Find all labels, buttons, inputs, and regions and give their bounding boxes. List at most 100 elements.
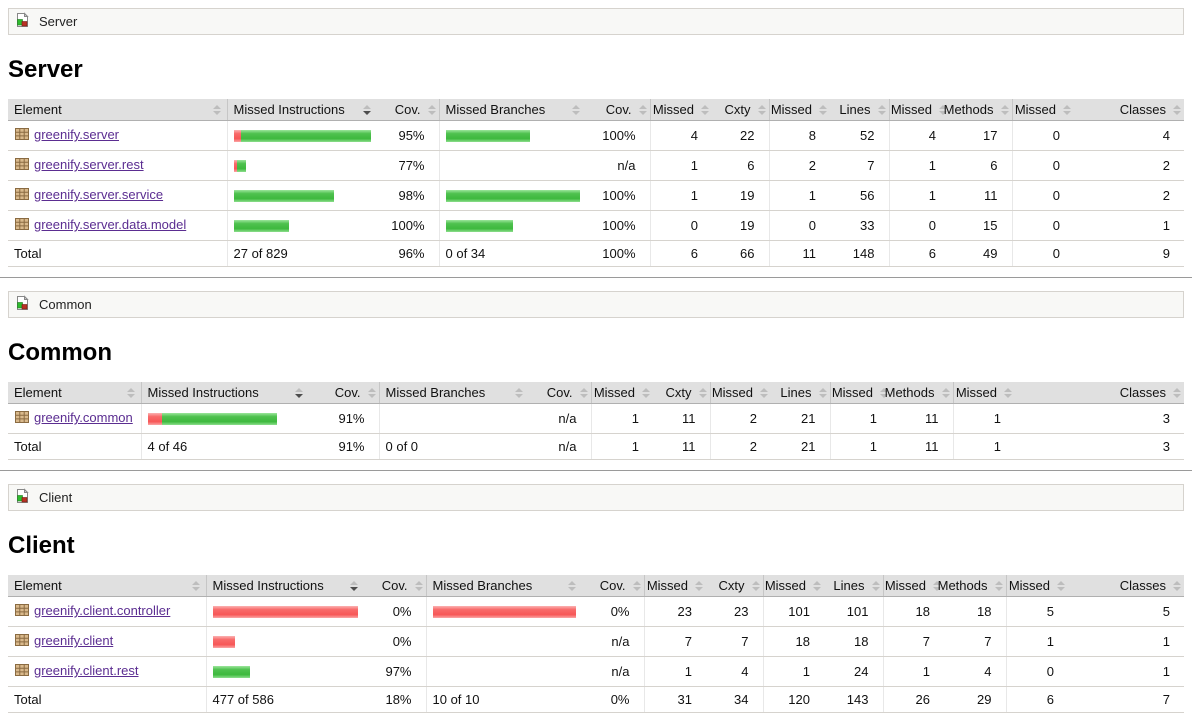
column-label: Missed [764,578,806,593]
counter-value: 7 [882,626,944,657]
counter-value: 18 [824,626,883,657]
element-cell: greenify.server [8,120,227,151]
column-header-missed[interactable]: Missed [643,575,706,597]
column-header-classes[interactable]: Classes [1068,575,1184,597]
branches-coverage: 100% [586,120,650,151]
column-header-missed-branches[interactable]: Missed Branches [425,575,582,597]
sort-arrows-icon [1173,580,1181,591]
total-counter-value: 1 [590,433,653,460]
package-icon [14,632,30,651]
coverage-report: Server Server Element Missed Instructions… [0,8,1192,713]
total-counter-value: 6 [888,240,950,267]
column-header-cov[interactable]: Cov. [377,99,439,121]
branches-bar-cell [425,596,582,627]
column-header-lines[interactable]: Lines [824,575,883,597]
element-cell: greenify.server.service [8,180,227,211]
instructions-bar-cell [226,150,377,181]
column-header-element[interactable]: Element [8,382,141,404]
column-header-classes[interactable]: Classes [1074,99,1184,121]
counter-value: 1 [888,180,950,211]
column-header-cov[interactable]: Cov. [529,382,591,404]
coverage-section: Client Client Element Missed Instructions… [8,484,1184,713]
branches-coverage: 100% [586,210,650,241]
missed-bar-segment [432,605,576,618]
column-header-classes[interactable]: Classes [1015,382,1184,404]
total-counter-value: 0 [1011,240,1074,267]
sort-arrows-icon [295,387,303,398]
package-link[interactable]: greenify.server [34,127,120,142]
package-link[interactable]: greenify.client.controller [34,603,171,618]
package-link[interactable]: greenify.server.service [34,187,164,202]
column-header-missed-instructions[interactable]: Missed Instructions [205,575,364,597]
package-link[interactable]: greenify.common [34,410,133,425]
column-label: Classes [1119,578,1166,593]
column-header-missed-instructions[interactable]: Missed Instructions [140,382,309,404]
counter-value: 19 [712,210,769,241]
total-counter-value: 9 [1074,240,1184,267]
package-link[interactable]: greenify.client [34,633,114,648]
counter-value: 1 [829,403,891,434]
total-counter-value: 7 [1068,686,1184,713]
branches-bar-cell [425,626,582,657]
column-header-missed[interactable]: Missed [1005,575,1068,597]
total-row: Total 477 of 586 18% 10 of 10 0% 31 34 120 143 26… [8,686,1184,713]
column-header-cov[interactable]: Cov. [586,99,650,121]
sort-arrows-icon [350,580,358,591]
column-header-methods[interactable]: Methods [944,99,1012,121]
column-header-missed-branches[interactable]: Missed Branches [378,382,529,404]
breadcrumb: Server [8,8,1184,35]
counter-value: 0 [768,210,830,241]
column-header-element[interactable]: Element [8,99,227,121]
package-link[interactable]: greenify.client.rest [34,663,139,678]
column-header-cov[interactable]: Cov. [364,575,426,597]
column-header-missed[interactable]: Missed [888,99,950,121]
column-label: Cov. [381,578,408,593]
column-header-missed[interactable]: Missed [952,382,1015,404]
branches-coverage: n/a [586,150,650,181]
column-header-methods[interactable]: Methods [938,575,1006,597]
column-label: Cxty [665,385,692,400]
column-header-missed[interactable]: Missed [649,99,712,121]
total-row: Total 4 of 46 91% 0 of 0 n/a 1 11 2 21 1 11 1 3 [8,433,1184,460]
column-header-missed[interactable]: Missed [882,575,944,597]
missed-bar-segment [233,159,237,172]
missed-bar-segment [147,412,162,425]
package-link[interactable]: greenify.server.rest [34,157,144,172]
column-header-missed-instructions[interactable]: Missed Instructions [226,99,377,121]
column-header-cov[interactable]: Cov. [582,575,644,597]
column-header-missed[interactable]: Missed [1011,99,1074,121]
total-counter-value: 1 [952,433,1015,460]
column-header-lines[interactable]: Lines [830,99,889,121]
counter-value: 1 [649,150,712,181]
column-header-missed[interactable]: Missed [768,99,830,121]
report-group-icon [14,12,30,31]
sort-arrows-icon [414,580,423,591]
package-icon [14,216,30,235]
column-label: Element [14,385,62,400]
column-header-cxty[interactable]: Cxty [653,382,710,404]
branches-coverage: 100% [586,180,650,211]
total-counter-value: 6 [649,240,712,267]
sort-arrows-icon [1173,387,1181,398]
total-counter-value: 120 [762,686,824,713]
column-header-missed-branches[interactable]: Missed Branches [438,99,586,121]
counter-value: 8 [768,120,830,151]
column-header-cxty[interactable]: Cxty [712,99,769,121]
package-link[interactable]: greenify.server.data.model [34,217,187,232]
branches-coverage: n/a [582,656,644,687]
column-header-element[interactable]: Element [8,575,206,597]
instructions-coverage: 0% [364,626,426,657]
header-row: Element Missed Instructions Cov. Missed Bra… [8,382,1184,404]
column-header-cov[interactable]: Cov. [309,382,379,404]
counter-value: 6 [712,150,769,181]
column-header-missed[interactable]: Missed [590,382,653,404]
column-header-cxty[interactable]: Cxty [706,575,763,597]
branches-bar-cell [438,150,586,181]
column-header-lines[interactable]: Lines [771,382,830,404]
column-header-missed[interactable]: Missed [709,382,771,404]
column-header-missed[interactable]: Missed [829,382,891,404]
column-header-methods[interactable]: Methods [885,382,953,404]
sort-arrows-icon [632,580,641,591]
column-label: Missed Branches [432,578,533,593]
column-header-missed[interactable]: Missed [762,575,824,597]
